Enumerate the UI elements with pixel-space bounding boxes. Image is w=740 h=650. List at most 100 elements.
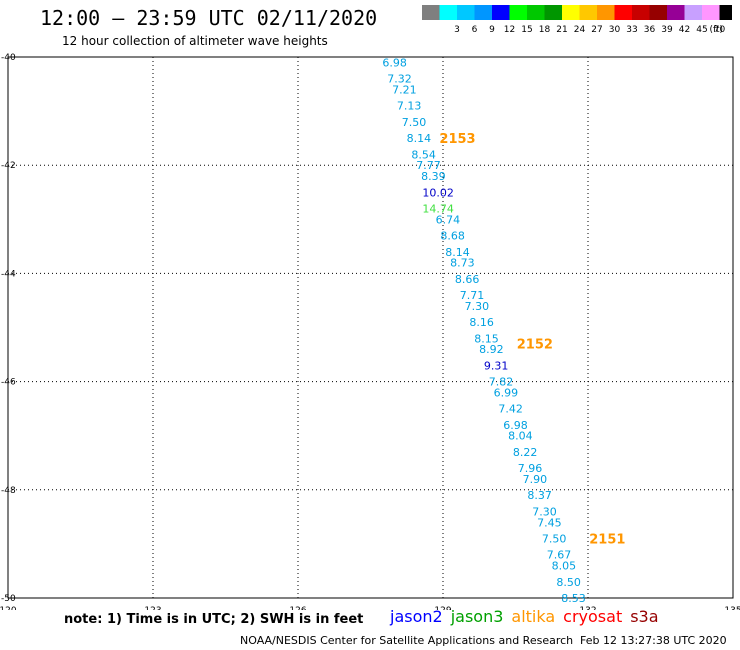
- legend-swatch: [562, 5, 580, 20]
- legend-tick-label: 39: [661, 25, 673, 35]
- legend-swatch: [649, 5, 667, 20]
- legend-tick-label: 70: [714, 25, 726, 35]
- wave-height-label: 8.53: [561, 592, 586, 605]
- legend-swatch: [492, 5, 510, 20]
- wave-height-label: 7.77: [416, 159, 441, 172]
- legend-swatch: [474, 5, 492, 20]
- wave-height-color-legend: 3 6 9 12 15 18 21 24 27 30 33 36 39 42 45 70(ft): [422, 5, 732, 35]
- legend-tick-label: 12: [504, 25, 515, 35]
- longitude-tick-label: 129: [434, 606, 451, 610]
- legend-swatch: [422, 5, 440, 20]
- satellite-name-s3a: s3a: [630, 607, 659, 626]
- footer-note: note: 1) Time is in UTC; 2) SWH is in fe…: [64, 612, 364, 627]
- legend-swatch: [527, 5, 545, 20]
- legend-tick-label: 3: [454, 25, 460, 35]
- latitude-tick-label: -42: [1, 161, 16, 171]
- legend-unit-label: (ft): [709, 25, 723, 35]
- legend-tick-label: 36: [644, 25, 656, 35]
- wave-height-label: 8.50: [556, 576, 581, 589]
- legend-tick-label: 6: [472, 25, 478, 35]
- wave-height-label: 9.31: [484, 359, 509, 372]
- legend-swatch: [457, 5, 475, 20]
- wave-height-label: 8.54: [411, 148, 436, 161]
- legend-swatch: [632, 5, 650, 20]
- map-title: 12:00 – 23:59 UTC 02/11/2020: [40, 6, 378, 30]
- wave-height-label: 7.32: [387, 73, 412, 86]
- legend-swatch: [509, 5, 527, 20]
- longitude-tick-label: 120: [0, 606, 17, 610]
- longitude-tick-label: 132: [579, 606, 596, 610]
- legend-tick-label: 21: [556, 25, 567, 35]
- wave-height-label: 6.74: [436, 213, 461, 226]
- latitude-tick-label: -44: [1, 269, 16, 279]
- wave-height-label: 7.50: [402, 116, 427, 129]
- wave-height-label: 7.82: [489, 376, 514, 389]
- legend-swatch: [702, 5, 720, 20]
- legend-tick-label: 9: [489, 25, 495, 35]
- longitude-tick-label: 126: [289, 606, 306, 610]
- legend-tick-label: 24: [574, 25, 586, 35]
- satellite-name-cryosat: cryosat: [563, 607, 623, 626]
- map-frame: [7, 56, 734, 599]
- pass-time-label: 2152: [517, 338, 553, 353]
- wave-height-label: 7.96: [518, 462, 543, 475]
- wave-height-label: 7.50: [542, 532, 567, 545]
- legend-swatch: [597, 5, 615, 20]
- legend-tick-label: 27: [591, 25, 602, 35]
- wave-height-label: 8.15: [474, 332, 499, 345]
- pass-time-label: 2151: [589, 532, 625, 547]
- longitude-tick-label: 123: [144, 606, 161, 610]
- wave-height-label: 8.14: [445, 246, 470, 259]
- wave-height-label: 7.90: [523, 473, 548, 486]
- wave-height-label: 7.21: [392, 83, 417, 96]
- wave-height-label: 7.13: [397, 100, 422, 113]
- generation-timestamp: Feb 12 13:27:38 UTC 2020: [580, 634, 727, 647]
- legend-tick-label: 30: [609, 25, 621, 35]
- legend-swatch: [684, 5, 702, 20]
- legend-tick-label: 45: [696, 25, 707, 35]
- wave-height-label: 7.30: [532, 505, 557, 518]
- wave-height-label: 10.02: [422, 186, 454, 199]
- legend-swatch: [439, 5, 457, 20]
- legend-tick-label: 15: [521, 25, 532, 35]
- satellite-legend: jason2 jason3 altika cryosat s3a: [390, 607, 667, 626]
- wave-height-label: 6.99: [494, 386, 519, 399]
- latitude-tick-label: -40: [1, 53, 16, 63]
- satellite-name-jason3: jason3: [450, 607, 504, 626]
- pass-time-label: 2153: [439, 132, 475, 147]
- legend-tick-label: 42: [679, 25, 690, 35]
- wave-height-label: 8.92: [479, 343, 504, 356]
- credit-text: NOAA/NESDIS Center for Satellite Applica…: [240, 634, 574, 647]
- latitude-tick-label: -48: [1, 486, 16, 496]
- wave-height-label: 8.39: [421, 170, 446, 183]
- latitude-tick-label: -50: [1, 594, 16, 604]
- legend-swatch: [667, 5, 685, 20]
- wave-height-label: 8.41: [566, 608, 591, 610]
- longitude-tick-label: 135: [724, 606, 740, 610]
- wave-height-label: 7.30: [465, 300, 490, 313]
- legend-swatch: [719, 5, 732, 20]
- wave-height-label: 8.68: [440, 230, 465, 243]
- wave-height-label: 7.42: [498, 403, 523, 416]
- latitude-tick-label: -46: [1, 378, 16, 388]
- wave-height-label: 7.45: [537, 516, 562, 529]
- wave-height-label: 8.05: [552, 560, 577, 573]
- legend-swatch: [614, 5, 632, 20]
- satellite-name-jason2: jason2: [390, 607, 443, 626]
- wave-height-label: 6.98: [503, 419, 528, 432]
- legend-tick-label: 18: [539, 25, 551, 35]
- map-subtitle: 12 hour collection of altimeter wave hei…: [62, 34, 328, 48]
- legend-swatch: [544, 5, 562, 20]
- wave-height-label: 8.37: [527, 489, 552, 502]
- wave-height-label: 8.14: [407, 132, 432, 145]
- wave-height-label: 8.73: [450, 257, 475, 270]
- wave-height-label: 8.04: [508, 430, 533, 443]
- wave-height-label: 8.22: [513, 446, 538, 459]
- altimeter-map[interactable]: -40-42-44-46-48-501201231261291321356.98…: [0, 0, 740, 610]
- satellite-name-altika: altika: [511, 607, 556, 626]
- wave-height-label: 7.71: [460, 289, 485, 302]
- wave-height-label: 6.98: [382, 56, 407, 69]
- wave-height-label: 8.16: [469, 316, 494, 329]
- wave-height-label: 7.67: [547, 549, 572, 562]
- wave-height-label: 8.66: [455, 273, 480, 286]
